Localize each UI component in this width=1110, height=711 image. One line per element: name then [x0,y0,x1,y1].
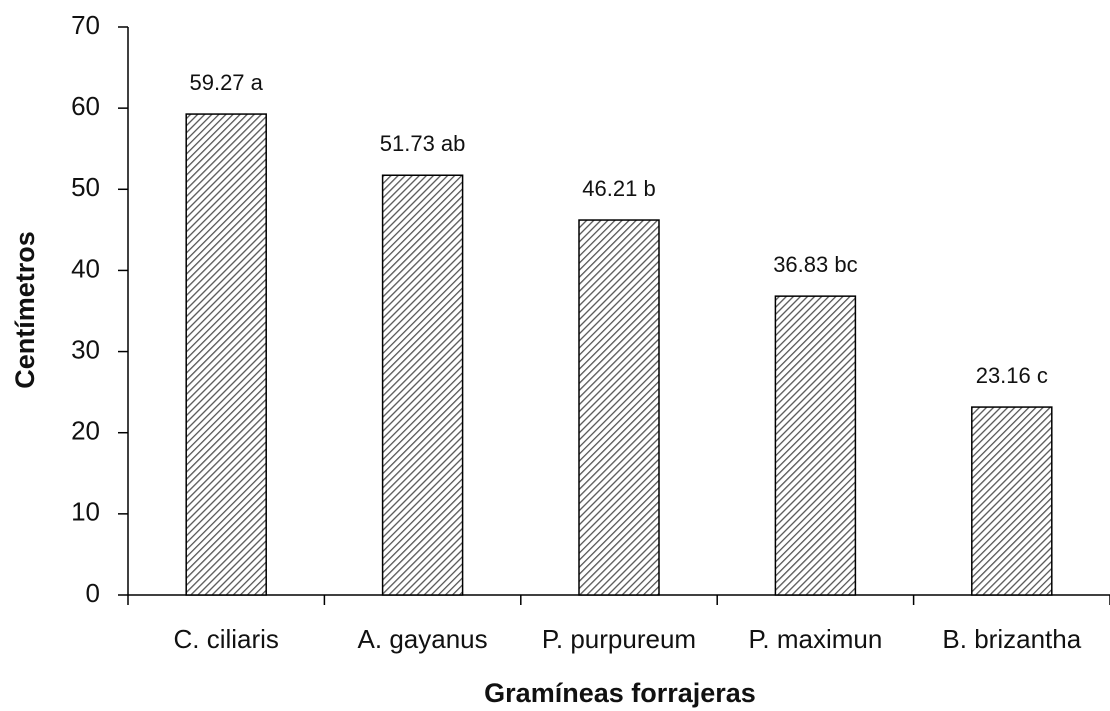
bar [774,295,857,596]
y-tick-label: 50 [71,172,100,202]
bar [578,219,660,596]
x-tick-label: A. gayanus [358,624,488,654]
x-tick-label: B. brizantha [942,624,1081,654]
data-label: 36.83 bc [773,252,857,277]
x-tick-label: P. purpureum [542,624,696,654]
y-tick-label: 60 [71,91,100,121]
bar [381,174,464,596]
data-label: 46.21 b [582,176,655,201]
data-label: 59.27 a [189,70,263,95]
y-tick-label: 30 [71,334,100,364]
y-tick-label: 20 [71,416,100,446]
x-axis-title: Gramíneas forrajeras [484,678,756,708]
bar [185,113,267,596]
bar [971,406,1053,596]
x-tick-label: C. ciliaris [173,624,278,654]
y-tick-label: 0 [86,578,100,608]
y-tick-label: 40 [71,253,100,283]
y-axis-title: Centímetros [10,231,40,389]
x-tick-label: P. maximun [748,624,882,654]
y-tick-label: 70 [71,10,100,40]
data-label: 51.73 ab [380,131,466,156]
y-tick-label: 10 [71,497,100,527]
data-label: 23.16 c [976,363,1048,388]
